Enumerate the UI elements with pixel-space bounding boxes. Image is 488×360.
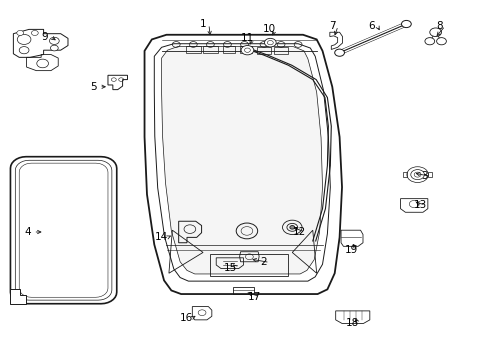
Circle shape xyxy=(264,39,276,47)
Circle shape xyxy=(241,45,253,55)
Text: 10: 10 xyxy=(262,24,275,35)
Circle shape xyxy=(289,226,294,229)
Text: 3: 3 xyxy=(421,171,427,181)
Text: 4: 4 xyxy=(24,227,31,237)
Text: 12: 12 xyxy=(292,227,305,237)
Circle shape xyxy=(334,49,344,56)
Circle shape xyxy=(429,28,441,37)
Bar xyxy=(239,46,251,53)
Circle shape xyxy=(31,31,38,36)
Circle shape xyxy=(19,46,29,54)
Bar xyxy=(203,46,217,53)
Circle shape xyxy=(424,38,434,45)
Text: 8: 8 xyxy=(435,21,442,31)
Bar xyxy=(185,46,200,53)
Text: 5: 5 xyxy=(90,82,97,92)
Bar xyxy=(222,46,234,53)
Circle shape xyxy=(37,59,48,68)
Text: 18: 18 xyxy=(346,319,359,328)
Text: 2: 2 xyxy=(260,257,267,267)
Text: 19: 19 xyxy=(345,245,358,255)
Circle shape xyxy=(401,21,410,28)
Circle shape xyxy=(49,37,59,44)
Circle shape xyxy=(436,38,446,45)
Polygon shape xyxy=(161,46,322,274)
Polygon shape xyxy=(10,157,117,304)
Text: 6: 6 xyxy=(367,21,374,31)
Text: 1: 1 xyxy=(199,19,206,29)
Bar xyxy=(273,46,288,54)
Text: 16: 16 xyxy=(179,313,192,323)
Circle shape xyxy=(410,170,424,180)
Text: 7: 7 xyxy=(328,21,335,31)
Text: 13: 13 xyxy=(412,200,426,210)
Polygon shape xyxy=(340,230,362,246)
Text: 11: 11 xyxy=(240,33,253,43)
Bar xyxy=(256,46,271,54)
Circle shape xyxy=(17,31,23,36)
Circle shape xyxy=(17,35,31,44)
Text: 9: 9 xyxy=(41,32,48,41)
Circle shape xyxy=(50,45,58,51)
Text: 17: 17 xyxy=(247,292,260,302)
Text: 15: 15 xyxy=(224,263,237,273)
Text: 14: 14 xyxy=(155,232,168,242)
Polygon shape xyxy=(10,289,26,304)
